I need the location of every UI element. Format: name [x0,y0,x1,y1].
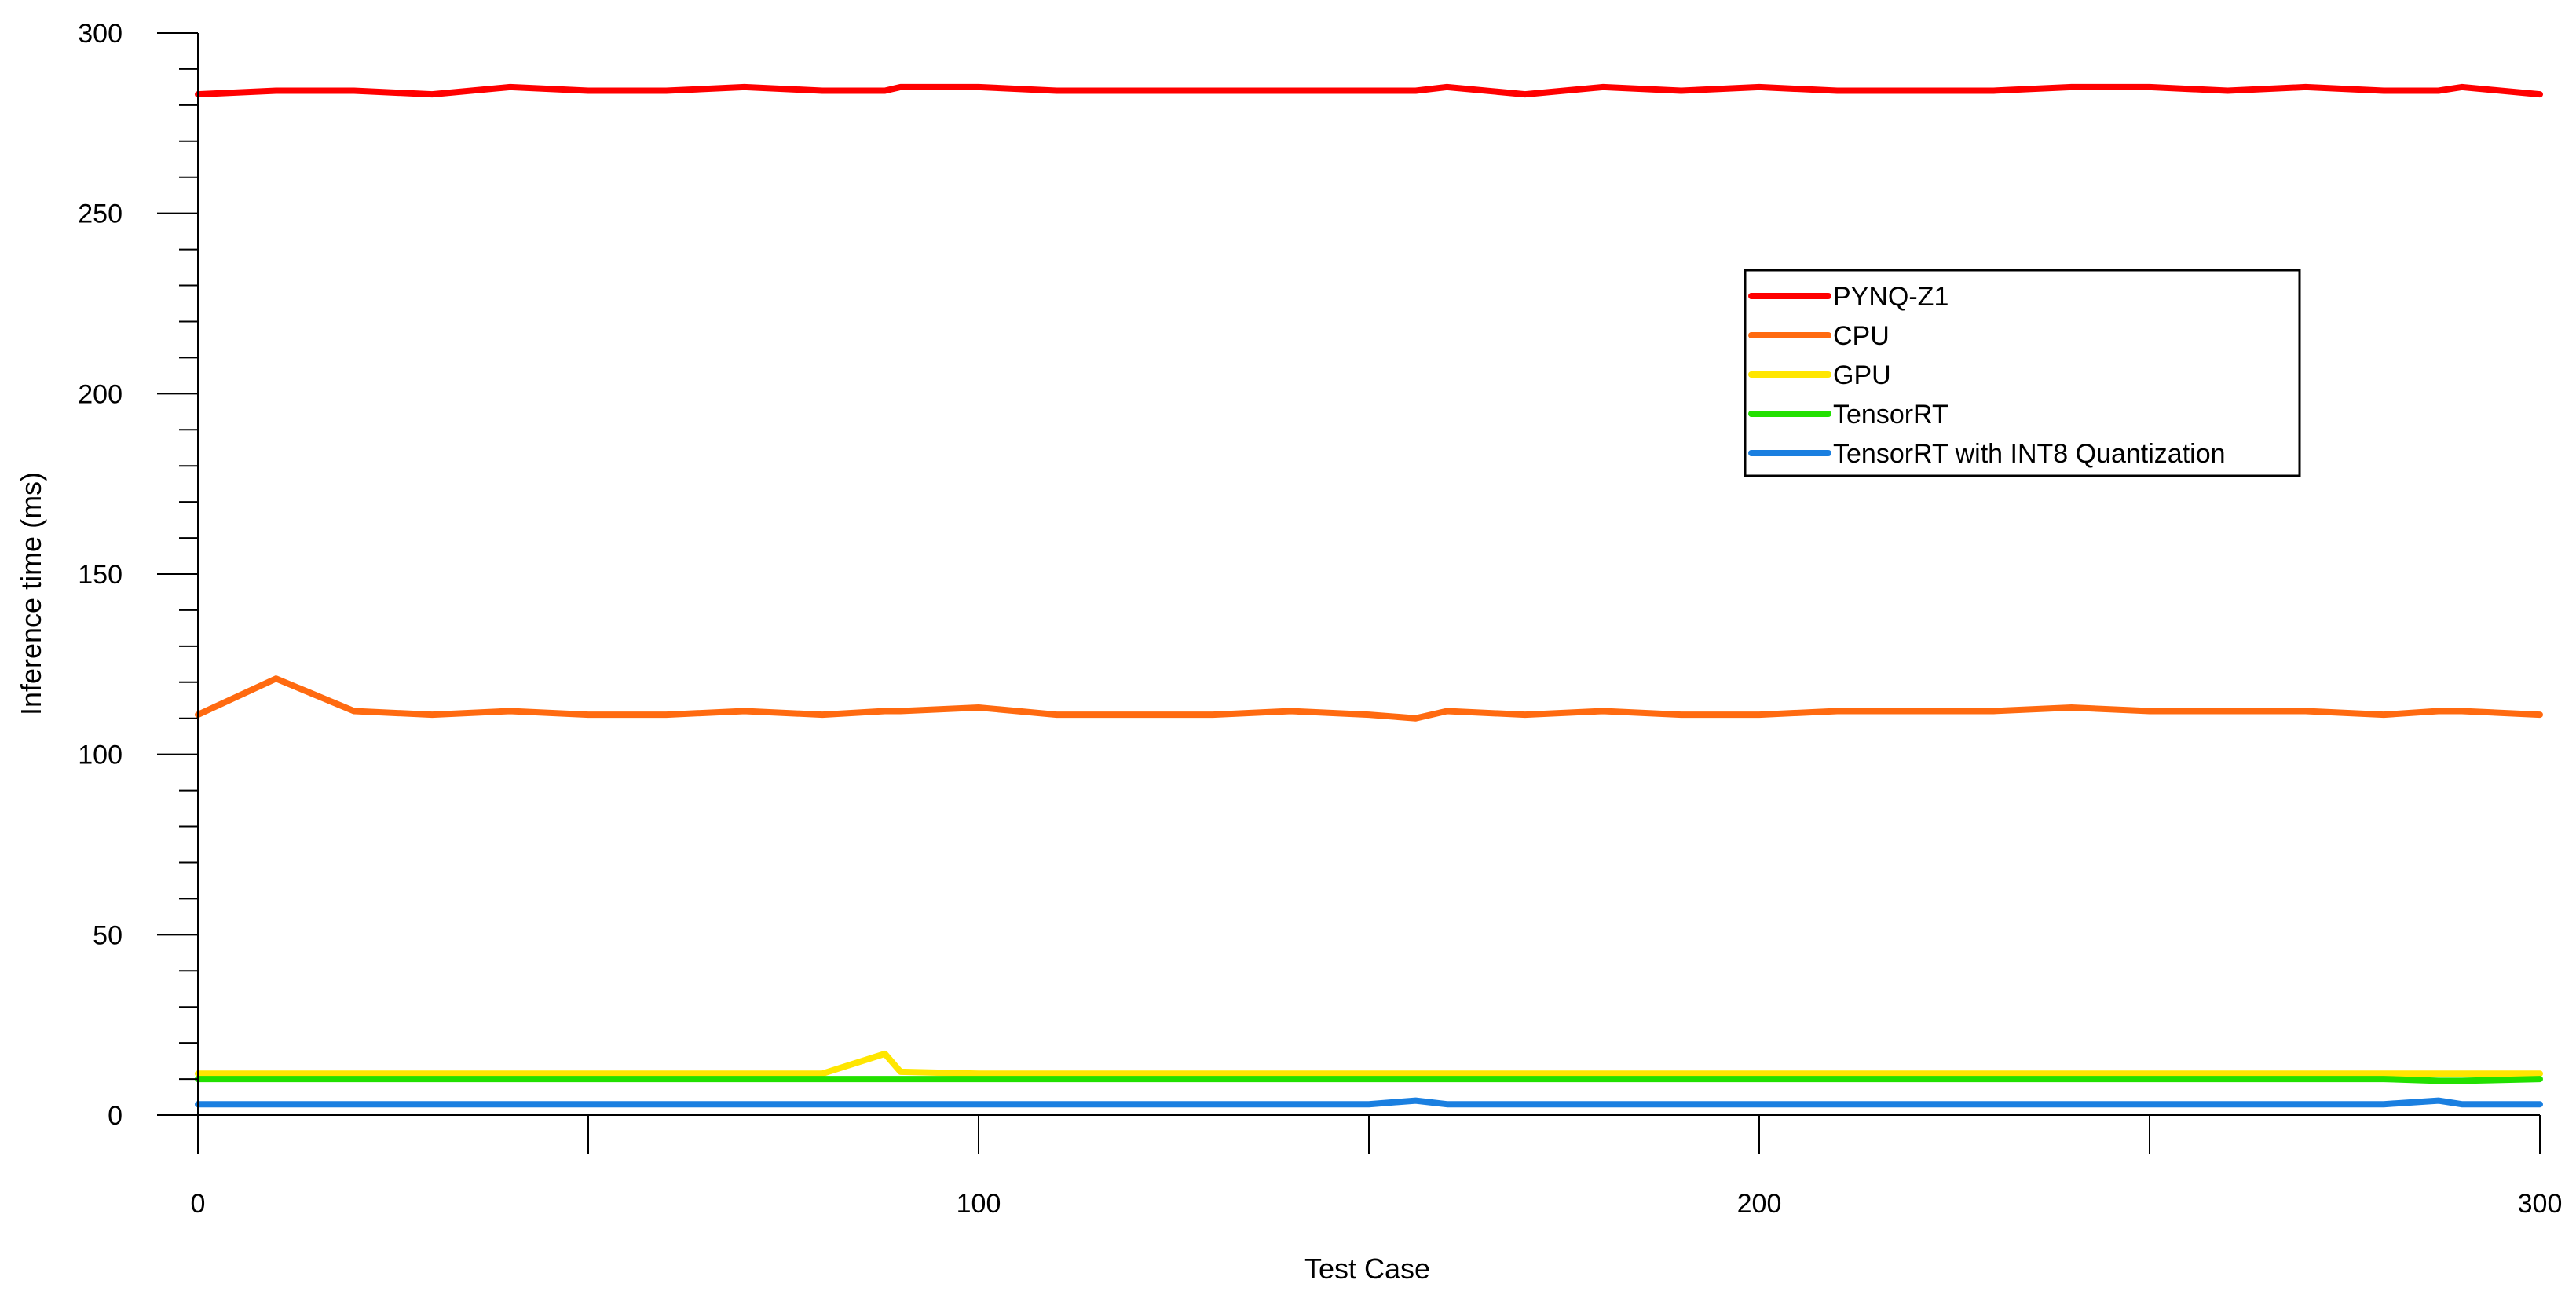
x-tick-label: 0 [191,1189,206,1219]
x-tick-label: 200 [1737,1189,1782,1219]
y-tick-label: 200 [78,379,123,409]
y-tick-label: 250 [78,199,123,229]
legend-box [1744,269,2301,477]
y-tick-label: 100 [78,741,123,770]
axes: 0 50 100 150 200 250 300 0 100 200 300 [78,19,2562,1219]
legend-label: GPU [1833,360,1891,390]
legend-label: CPU [1833,321,1890,351]
y-tick-label: 50 [93,920,123,950]
x-axis-title: Test Case [1304,1253,1430,1285]
legend: PYNQ-Z1 CPU GPU TensorRT TensorRT with INT8 … [1744,269,2301,477]
y-tick-label: 150 [78,560,123,590]
legend-label: PYNQ-Z1 [1833,282,1948,312]
y-axis-title: Inference time (ms) [15,472,47,715]
y-tick-label: 300 [78,19,123,49]
x-tick-label: 300 [2518,1189,2563,1219]
series-line-5 [195,1097,2543,1108]
legend-label: TensorRT [1833,400,1948,430]
y-tick-label: 0 [108,1101,123,1131]
series-line-4 [195,1076,2543,1084]
series-line-2 [195,675,2543,722]
series-line-3 [195,1050,2543,1077]
x-tick-label: 100 [957,1189,1001,1219]
plot-lines [195,83,2543,1108]
legend-label: TensorRT with INT8 Quantization [1833,439,2226,469]
series-line-1 [195,83,2543,98]
